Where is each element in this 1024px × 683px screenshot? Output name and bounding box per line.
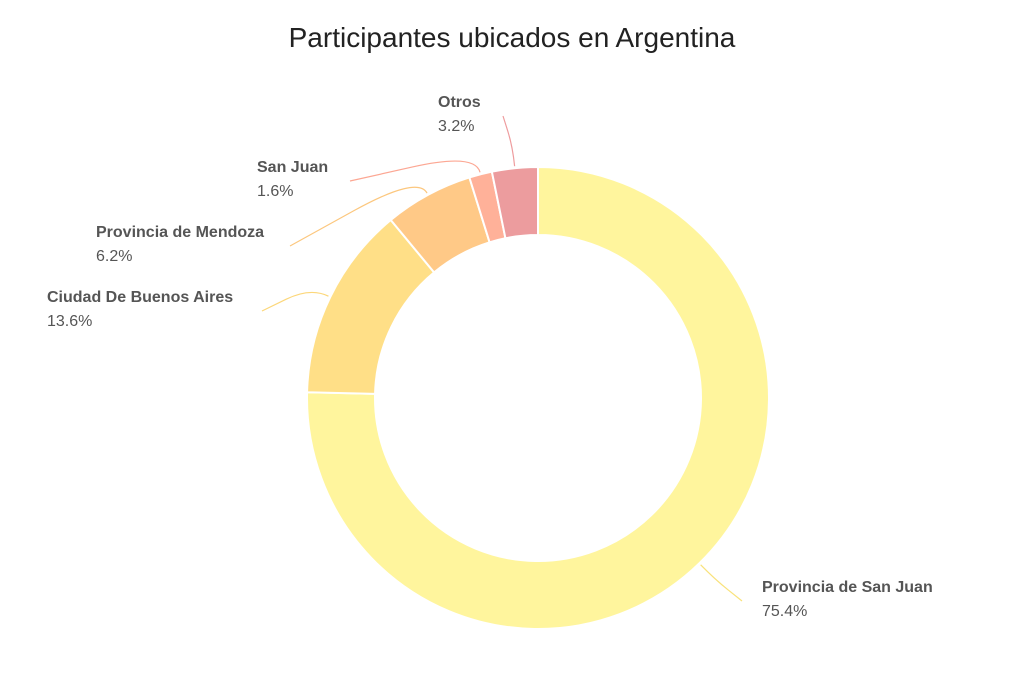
slice-label-value: 1.6% [257, 183, 293, 200]
leader-line-otros [502, 115, 516, 167]
slice-label-name: Ciudad De Buenos Aires [47, 289, 233, 306]
slice-label-otros: Otros 3.2% [438, 94, 481, 135]
slice-label-provincia-de-mendoza: Provincia de Mendoza 6.2% [96, 224, 264, 265]
slice-label-name: Provincia de San Juan [762, 579, 933, 596]
slice-otros[interactable] [490, 165, 539, 240]
slice-label-san-juan: San Juan 1.6% [257, 159, 328, 200]
slice-label-value: 3.2% [438, 118, 474, 135]
slices-layer [306, 165, 770, 630]
leader-line-provincia-de-san-juan [700, 564, 743, 602]
slice-label-name: Provincia de Mendoza [96, 224, 264, 241]
leader-line-provincia-de-mendoza [289, 186, 428, 247]
chart-title: Participantes ubicados en Argentina [289, 22, 736, 53]
slice-label-value: 13.6% [47, 313, 92, 330]
slice-label-provincia-de-san-juan: Provincia de San Juan 75.4% [762, 579, 933, 620]
slice-provincia-de-san-juan[interactable] [306, 165, 770, 630]
slice-label-value: 75.4% [762, 603, 807, 620]
slice-label-ciudad-de-buenos-aires: Ciudad De Buenos Aires 13.6% [47, 289, 233, 330]
leader-line-san-juan [349, 160, 481, 182]
slice-label-value: 6.2% [96, 248, 132, 265]
labels-layer: Provincia de San Juan 75.4% Ciudad De Buen… [47, 94, 933, 620]
leader-line-ciudad-de-buenos-aires [261, 291, 329, 312]
slice-label-name: San Juan [257, 159, 328, 176]
leader-lines-layer [261, 115, 743, 602]
slice-label-name: Otros [438, 94, 481, 111]
